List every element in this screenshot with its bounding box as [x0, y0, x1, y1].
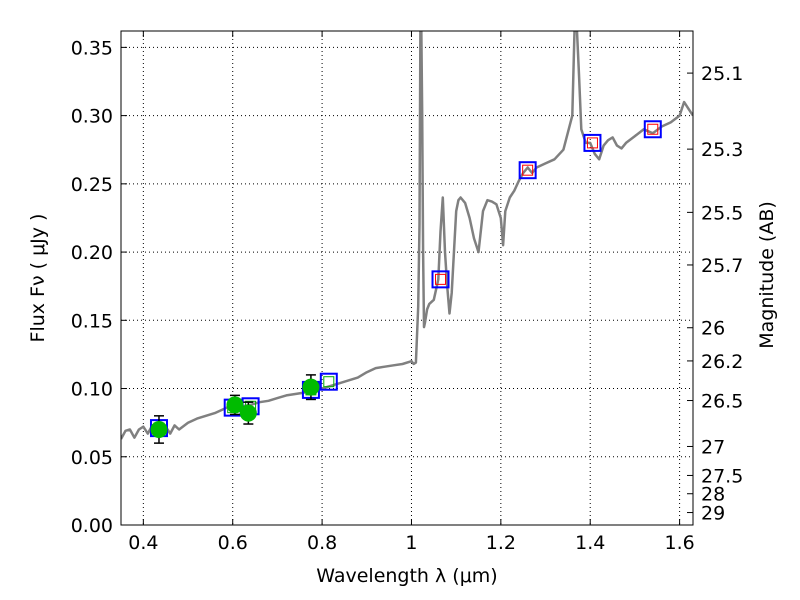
y-tick-label: 0.35	[71, 37, 113, 59]
observed-point	[226, 396, 244, 414]
inner-square	[647, 123, 659, 135]
inner-square	[586, 137, 598, 149]
inner-square	[323, 376, 335, 388]
inner-square	[435, 273, 447, 285]
x-tick-label: 1.6	[664, 532, 694, 554]
y2-tick-label: 25.7	[701, 255, 743, 277]
y-tick-label: 0.25	[71, 174, 113, 196]
y2-tick-label: 26	[701, 318, 725, 340]
y2-tick-label: 26.5	[701, 391, 743, 413]
observed-point	[302, 378, 320, 396]
plot-area	[121, 31, 693, 444]
y-tick-label: 0.15	[71, 310, 113, 332]
y-tick-label: 0.05	[71, 447, 113, 469]
model-square	[319, 372, 338, 391]
grid	[121, 31, 693, 526]
spectrum-line	[121, 31, 693, 440]
y2-tick-label: 28	[701, 484, 725, 506]
x-tick-label: 1.4	[575, 532, 605, 554]
inner-square	[522, 164, 534, 176]
y-tick-label: 0.20	[71, 242, 113, 264]
y2-tick-label: 25.5	[701, 202, 743, 224]
y2-tick-label: 27	[701, 436, 725, 458]
y2-tick-label: 25.1	[701, 63, 743, 85]
x-tick-label: 0.4	[128, 532, 158, 554]
y2-tick-label: 29	[701, 503, 725, 525]
model-square	[518, 161, 537, 180]
x-tick-label: 1	[405, 532, 417, 554]
y2-tick-label: 25.3	[701, 139, 743, 161]
observed-point	[150, 420, 168, 438]
y-tick-label: 0.10	[71, 379, 113, 401]
model-square	[583, 133, 602, 152]
x-tick-label: 1.2	[486, 532, 516, 554]
axis-ticks: 0.4 0.6 0.8 1 1.2 1.4 1.6 0.00 0.05 0.10 0.15 0.20 0…	[71, 31, 743, 554]
x-tick-label: 0.6	[218, 532, 248, 554]
y-tick-label: 0.30	[71, 106, 113, 128]
y-tick-label: 0.00	[71, 515, 113, 537]
y2-axis-label: Magnitude (AB)	[756, 201, 778, 349]
y2-tick-label: 26.2	[701, 351, 743, 373]
model-square	[431, 270, 450, 289]
y-axis-label: Flux Fν ( μJy )	[27, 214, 49, 343]
model-square	[643, 120, 662, 139]
observed-point	[239, 404, 257, 422]
y2-tick-label: 27.5	[701, 465, 743, 487]
x-tick-label: 0.8	[307, 532, 337, 554]
x-axis-label: Wavelength λ (μm)	[316, 565, 497, 587]
plot-frame	[120, 30, 694, 526]
